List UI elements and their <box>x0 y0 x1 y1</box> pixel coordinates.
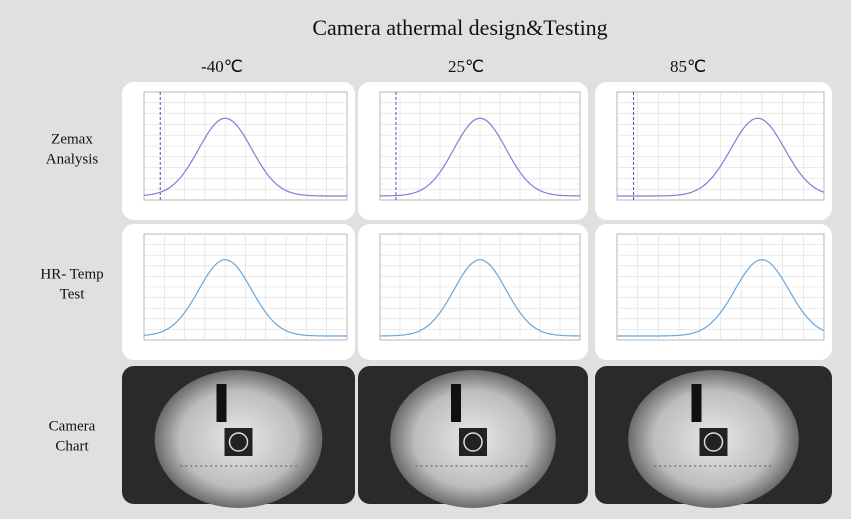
column-header: 25℃ <box>448 57 484 76</box>
row-label: Chart <box>55 438 89 454</box>
row-label: HR- Temp <box>40 266 103 282</box>
column-header: 85℃ <box>670 57 706 76</box>
target-box <box>700 428 728 456</box>
chart-bar <box>217 384 227 422</box>
target-box <box>459 428 487 456</box>
row-label: Camera <box>49 418 96 434</box>
target-box <box>225 428 253 456</box>
row-label: Test <box>60 286 86 302</box>
slide-title: Camera athermal design&Testing <box>312 15 607 40</box>
chart-bar <box>451 384 461 422</box>
panels <box>122 82 832 508</box>
column-header: -40℃ <box>201 57 243 76</box>
row-label: Zemax <box>51 131 93 147</box>
chart-bar <box>692 384 702 422</box>
slide: Camera athermal design&Testing -40℃ 25℃ 85… <box>0 0 851 519</box>
row-label: Analysis <box>46 151 99 167</box>
